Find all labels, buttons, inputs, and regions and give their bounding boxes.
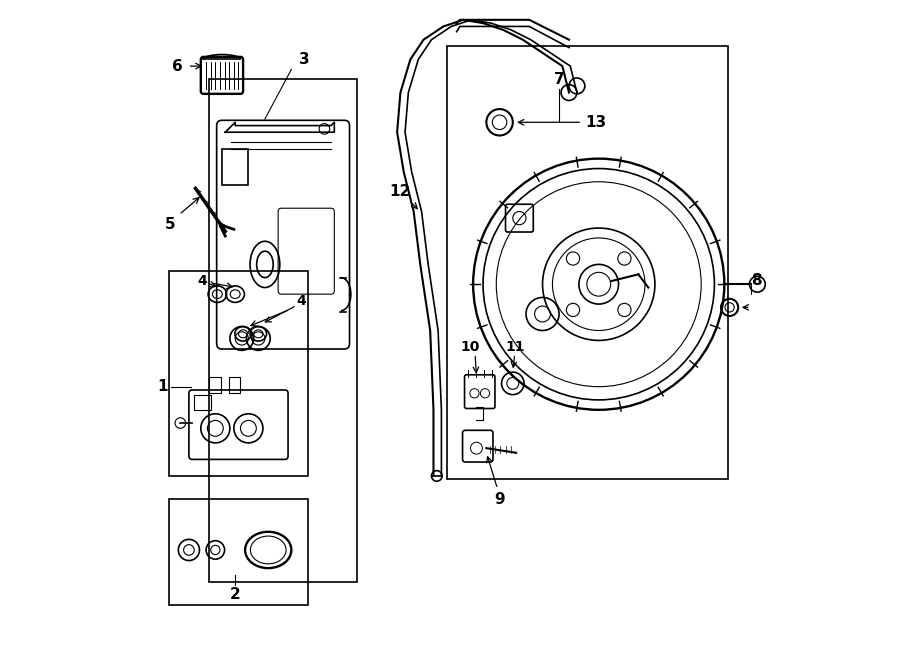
Bar xyxy=(209,79,357,582)
Text: 10: 10 xyxy=(460,340,480,354)
Bar xyxy=(229,377,240,393)
Text: 3: 3 xyxy=(300,52,310,67)
Text: 13: 13 xyxy=(585,115,606,130)
Text: 6: 6 xyxy=(172,59,183,73)
Text: 8: 8 xyxy=(751,274,761,288)
Text: 4: 4 xyxy=(296,293,306,308)
Text: 12: 12 xyxy=(390,184,411,199)
Bar xyxy=(209,377,220,393)
Text: 7: 7 xyxy=(554,72,564,87)
Text: 9: 9 xyxy=(494,492,505,506)
Bar xyxy=(222,149,248,185)
Text: 5: 5 xyxy=(165,217,176,232)
Bar xyxy=(169,499,308,605)
Text: 2: 2 xyxy=(230,588,240,602)
Text: 4: 4 xyxy=(197,274,207,288)
Text: 11: 11 xyxy=(505,340,525,354)
Bar xyxy=(169,271,308,476)
Text: 1: 1 xyxy=(158,379,167,394)
Bar xyxy=(446,46,727,479)
Bar xyxy=(194,395,211,410)
